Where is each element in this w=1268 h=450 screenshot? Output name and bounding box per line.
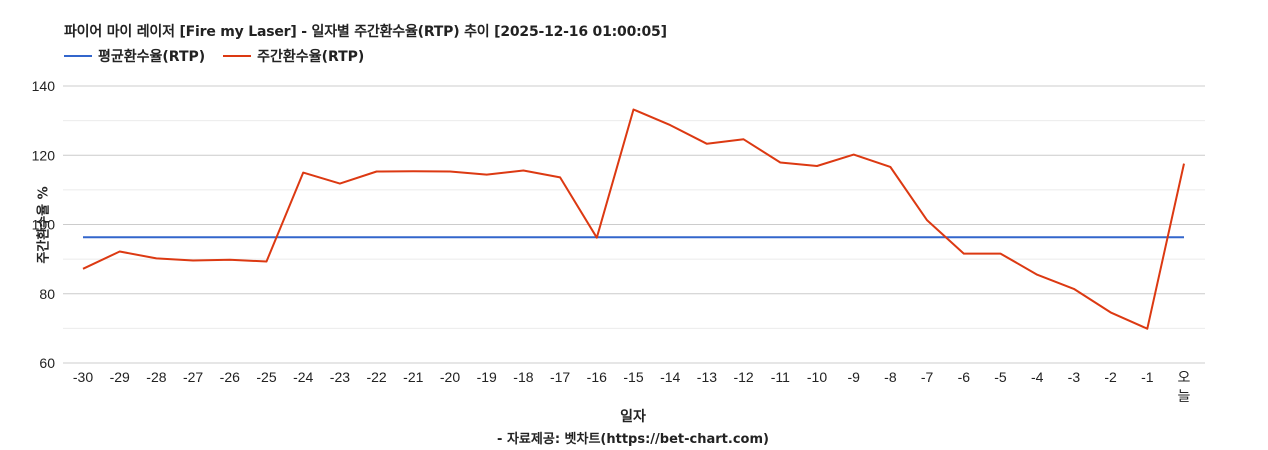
x-tick-label: -26 [220,369,240,385]
x-tick-label: -13 [697,369,717,385]
x-tick-label: -27 [183,369,203,385]
y-tick-label: 120 [32,147,56,163]
x-tick-label: -29 [110,369,130,385]
legend-item-average-rtp[interactable]: 평균환수율(RTP) [64,46,205,66]
x-tick-label: -4 [1031,369,1044,385]
x-tick-label: -11 [771,369,790,385]
y-tick-label: 100 [32,217,56,233]
y-tick-label: 140 [32,78,56,94]
x-tick-label: -1 [1141,369,1154,385]
x-tick-label: -25 [256,369,276,385]
y-tick-label: 80 [39,286,55,302]
series-line-weekly-rtp[interactable] [82,108,1185,330]
x-axis-ticks: -30 -29 -28 -27 -26 -25 -24 -23 -22 -21 -20 -19 -18 -… [73,369,1191,404]
x-tick-label: -30 [73,369,93,385]
x-tick-label: -5 [994,369,1007,385]
x-tick-label: -12 [733,369,753,385]
x-tick-label: -8 [884,369,897,385]
x-tick-label: 늘 [1178,388,1191,404]
x-tick-label: -22 [366,369,386,385]
legend-swatch-blue-icon [64,55,92,57]
x-tick-label: -21 [403,369,423,385]
legend-label: 주간환수율(RTP) [257,49,365,65]
x-tick-label: -18 [513,369,533,385]
chart-title: 파이어 마이 레이저 [Fire my Laser] - 일자별 주간환수율(R… [64,24,667,40]
x-tick-label: 오 [1178,369,1191,385]
legend-swatch-red-icon [223,55,252,57]
x-tick-label: -23 [330,369,350,385]
y-axis-ticks: 60 80 100 120 140 [32,78,56,371]
x-tick-label: -3 [1068,369,1081,385]
x-tick-label: -16 [587,369,607,385]
x-tick-label: -19 [477,369,497,385]
gridlines [63,85,1205,364]
legend-item-weekly-rtp[interactable]: 주간환수율(RTP) [223,46,364,66]
chart-legend: 평균환수율(RTP) 주간환수율(RTP) [64,46,382,66]
x-tick-label: -24 [293,369,313,385]
data-series [82,108,1185,330]
x-tick-label: -9 [847,369,860,385]
legend-label: 평균환수율(RTP) [98,49,206,65]
x-tick-label: -2 [1104,369,1117,385]
y-tick-label: 60 [39,355,55,371]
x-tick-label: -20 [440,369,460,385]
data-source-credit: - 자료제공: 벳차트(https://bet-chart.com) [497,432,769,447]
y-axis-title: 주간환수율 % [36,186,52,264]
x-tick-label: -28 [146,369,166,385]
x-tick-label: -7 [921,369,934,385]
x-tick-label: -14 [660,369,680,385]
x-tick-label: -15 [623,369,643,385]
x-tick-label: -6 [958,369,971,385]
x-tick-label: -17 [550,369,570,385]
x-tick-label: -10 [807,369,827,385]
x-axis-title: 일자 [620,409,646,425]
